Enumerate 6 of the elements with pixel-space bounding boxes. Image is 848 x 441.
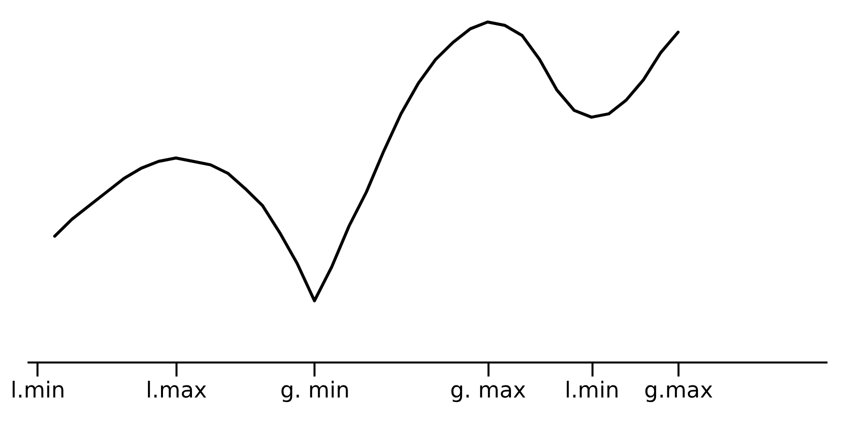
x-tick-label: l.min bbox=[10, 378, 66, 404]
x-tick-label: g.max bbox=[644, 378, 714, 404]
x-tick-label: l.min bbox=[564, 378, 620, 404]
x-tick-label: g. min bbox=[280, 378, 350, 404]
x-tick-label: l.max bbox=[146, 378, 207, 404]
x-tick-label: g. max bbox=[450, 378, 526, 404]
